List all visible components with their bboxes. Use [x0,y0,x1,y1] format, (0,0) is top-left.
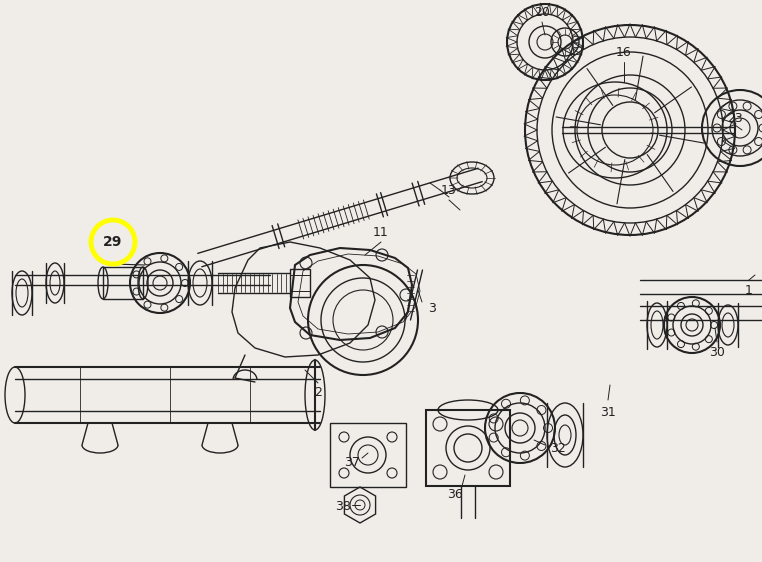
Text: 37: 37 [344,455,360,469]
Text: 23: 23 [727,111,743,125]
Text: 36: 36 [447,487,463,501]
Text: 29: 29 [104,235,123,249]
Text: 20: 20 [534,6,550,19]
Text: 30: 30 [709,346,725,359]
Text: 1: 1 [745,283,753,297]
Text: 2: 2 [314,387,322,400]
Bar [426,410,510,486]
Bar [330,423,406,487]
Text: 16: 16 [616,46,632,58]
Bar [103,267,143,299]
Text: 11: 11 [373,225,389,238]
Text: 31: 31 [600,406,616,419]
Bar [290,269,310,297]
Text: 32: 32 [550,442,566,455]
Text: 3: 3 [428,301,436,315]
Text: 38: 38 [335,500,351,513]
Text: 13: 13 [441,184,457,197]
